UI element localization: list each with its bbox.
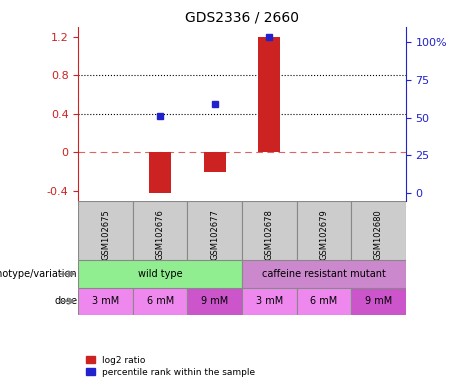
FancyBboxPatch shape [78, 201, 133, 260]
Text: GSM102679: GSM102679 [319, 210, 328, 260]
FancyBboxPatch shape [188, 288, 242, 315]
FancyBboxPatch shape [296, 288, 351, 315]
FancyBboxPatch shape [351, 288, 406, 315]
FancyBboxPatch shape [242, 201, 296, 260]
Text: dose: dose [54, 296, 77, 306]
Bar [204, 152, 226, 172]
Text: wild type: wild type [138, 269, 183, 279]
Text: GSM102678: GSM102678 [265, 210, 274, 260]
Text: 9 mM: 9 mM [201, 296, 228, 306]
Text: 6 mM: 6 mM [147, 296, 174, 306]
Text: GSM102680: GSM102680 [374, 210, 383, 260]
Text: GSM102677: GSM102677 [210, 210, 219, 260]
Legend: log2 ratio, percentile rank within the sample: log2 ratio, percentile rank within the s… [83, 353, 258, 379]
Bar [258, 36, 280, 152]
Text: caffeine resistant mutant: caffeine resistant mutant [262, 269, 386, 279]
FancyBboxPatch shape [351, 201, 406, 260]
Text: 3 mM: 3 mM [256, 296, 283, 306]
FancyBboxPatch shape [296, 201, 351, 260]
FancyBboxPatch shape [78, 288, 133, 315]
FancyBboxPatch shape [133, 201, 188, 260]
Text: 6 mM: 6 mM [310, 296, 337, 306]
FancyBboxPatch shape [242, 288, 296, 315]
FancyBboxPatch shape [242, 260, 406, 288]
FancyBboxPatch shape [78, 260, 242, 288]
Title: GDS2336 / 2660: GDS2336 / 2660 [185, 10, 299, 24]
Text: genotype/variation: genotype/variation [0, 269, 77, 279]
Text: GSM102676: GSM102676 [156, 210, 165, 260]
Text: GSM102675: GSM102675 [101, 210, 110, 260]
FancyBboxPatch shape [133, 288, 188, 315]
Bar [149, 152, 171, 193]
FancyBboxPatch shape [188, 201, 242, 260]
Text: 3 mM: 3 mM [92, 296, 119, 306]
Text: 9 mM: 9 mM [365, 296, 392, 306]
